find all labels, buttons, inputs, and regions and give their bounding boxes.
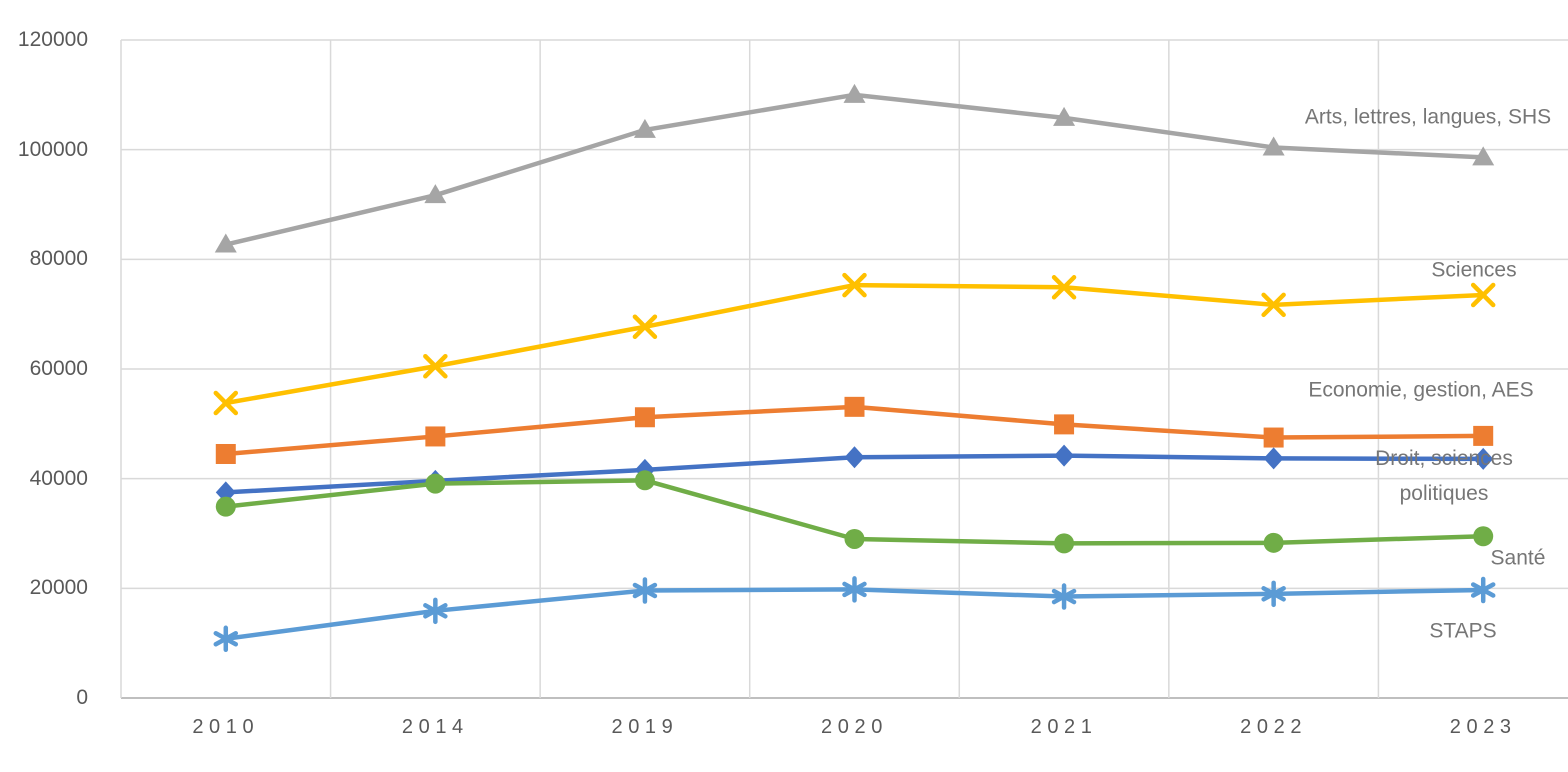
series-label: Sciences xyxy=(1431,258,1517,282)
marker-square xyxy=(634,407,655,428)
marker-x xyxy=(213,390,239,416)
marker-circle xyxy=(425,473,446,494)
marker-x xyxy=(842,272,867,298)
marker-triangle xyxy=(1472,146,1495,166)
marker-circle xyxy=(844,528,865,549)
marker-square xyxy=(425,426,446,447)
marker-diamond xyxy=(1054,444,1075,467)
marker-triangle xyxy=(1053,106,1076,126)
y-tick-label: 80000 xyxy=(29,247,88,271)
marker-circle xyxy=(1473,526,1494,547)
marker-asterisk xyxy=(842,581,867,598)
marker-square xyxy=(844,396,865,417)
series-label: STAPS xyxy=(1429,619,1497,643)
marker-square xyxy=(1473,425,1494,446)
marker-x xyxy=(423,354,448,379)
marker-diamond xyxy=(844,446,865,469)
marker-circle xyxy=(634,470,655,491)
marker-triangle xyxy=(1262,136,1285,156)
marker-circle xyxy=(1263,532,1284,553)
marker-x xyxy=(632,314,658,340)
marker-triangle xyxy=(214,233,237,253)
y-tick-label: 60000 xyxy=(29,357,88,380)
marker-diamond xyxy=(1473,447,1494,470)
series-label: Droit, sciences politiques xyxy=(1375,447,1513,505)
marker-square xyxy=(1263,427,1284,448)
marker-square xyxy=(215,443,236,464)
marker-asterisk xyxy=(1470,582,1496,598)
marker-triangle xyxy=(633,118,656,138)
marker-x xyxy=(1261,292,1286,318)
marker-asterisk xyxy=(1261,586,1286,602)
series-label: Economie, gestion, AES xyxy=(1308,378,1534,402)
x-tick-label: 2019 xyxy=(611,716,679,738)
marker-circle xyxy=(1054,533,1075,554)
series-label: Santé xyxy=(1490,546,1546,570)
marker-diamond xyxy=(1263,447,1284,470)
marker-triangle xyxy=(843,83,866,103)
marker-asterisk xyxy=(1051,588,1077,605)
marker-asterisk xyxy=(423,603,448,619)
marker-circle xyxy=(215,496,236,517)
series-label: Arts, lettres, langues, SHS xyxy=(1304,105,1552,129)
x-tick-label: 2021 xyxy=(1030,716,1098,738)
y-tick-label: 120000 xyxy=(17,28,88,51)
x-tick-label: 2022 xyxy=(1240,716,1308,738)
x-tick-label: 2010 xyxy=(192,716,260,738)
marker-x xyxy=(1051,275,1077,300)
y-tick-label: 0 xyxy=(76,686,88,709)
marker-square xyxy=(1054,414,1075,435)
x-tick-label: 2023 xyxy=(1449,716,1517,738)
y-tick-label: 40000 xyxy=(29,466,88,490)
marker-triangle xyxy=(424,184,447,204)
y-tick-label: 20000 xyxy=(29,576,88,600)
marker-diamond xyxy=(215,481,236,504)
marker-asterisk xyxy=(213,631,239,647)
x-tick-label: 2014 xyxy=(401,716,469,738)
y-tick-label: 100000 xyxy=(17,137,88,161)
x-tick-label: 2020 xyxy=(821,716,888,738)
marker-asterisk xyxy=(632,582,658,599)
marker-x xyxy=(1470,282,1496,308)
